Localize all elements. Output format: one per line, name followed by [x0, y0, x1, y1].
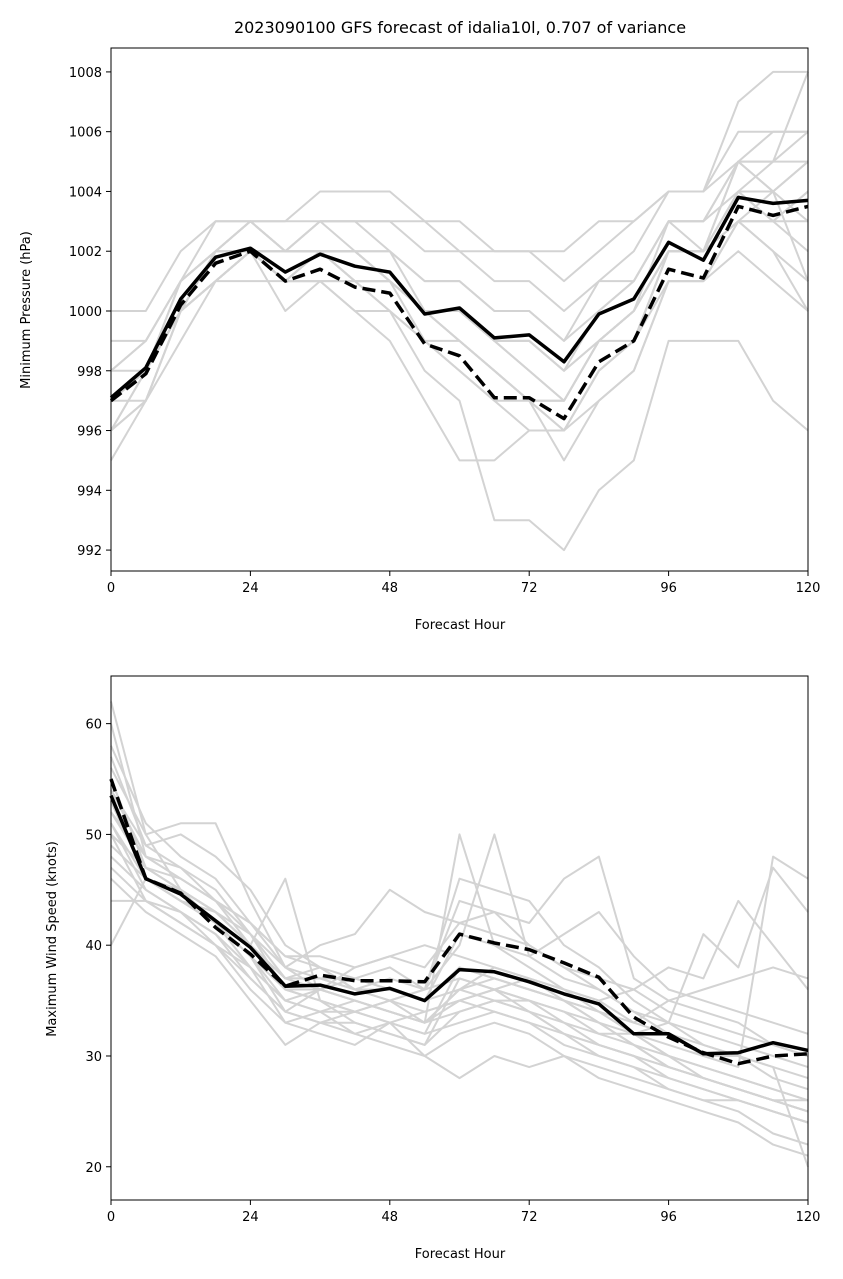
pressure-x-tick-label: 72: [521, 581, 538, 596]
wind-x-tick-label: 24: [242, 1210, 259, 1225]
wind-plot-area: [109, 701, 809, 1168]
wind-y-tick-label: 20: [85, 1161, 102, 1176]
wind-ensemble-member-line: [110, 789, 809, 1057]
chart-title: 2023090100 GFS forecast of idalia10l, 0.…: [234, 18, 686, 37]
pressure-x-tick-label: 48: [382, 581, 399, 596]
wind-ensemble-member-line: [111, 855, 809, 1057]
wind-dashed-mean-line: [109, 778, 809, 1066]
pressure-y-tick-label: 992: [77, 544, 102, 559]
pressure-x-tick-label: 24: [242, 581, 259, 596]
pressure-panel: 2023090100 GFS forecast of idalia10l, 0.…: [19, 18, 820, 633]
pressure-x-tick-label: 96: [660, 581, 677, 596]
wind-x-axis: 0 24 48 72 96 120: [107, 1200, 821, 1225]
wind-ensemble-member-line: [110, 811, 809, 1168]
pressure-x-tick-label: 120: [796, 581, 821, 596]
pressure-x-axis-label: Forecast Hour: [415, 618, 506, 633]
pressure-ensemble-member-line: [111, 70, 808, 312]
wind-axes-frame: [110, 675, 809, 1201]
pressure-dashed-mean-line: [109, 204, 809, 421]
wind-x-axis-label: Forecast Hour: [415, 1247, 506, 1262]
pressure-ensemble-member-line: [111, 160, 809, 372]
wind-ensemble-member-line: [110, 723, 809, 1113]
wind-ensemble-member-line: [110, 855, 809, 1080]
pressure-y-tick-label: 998: [77, 365, 102, 380]
pressure-y-tick-label: 994: [77, 484, 102, 499]
wind-y-tick-label: 30: [85, 1050, 102, 1065]
pressure-y-tick-label: 1002: [69, 245, 102, 260]
wind-ensemble-member-line: [110, 789, 809, 1091]
wind-x-tick-label: 72: [521, 1210, 538, 1225]
pressure-x-tick-label: 0: [107, 581, 115, 596]
wind-ensemble-member-line: [110, 833, 809, 1069]
pressure-y-tick-label: 996: [77, 425, 102, 440]
pressure-y-tick-label: 1008: [69, 66, 102, 81]
wind-x-tick-label: 120: [796, 1210, 821, 1225]
pressure-y-axis-label: Minimum Pressure (hPa): [19, 231, 34, 389]
wind-y-tick-label: 60: [85, 718, 102, 733]
pressure-ensemble-member-line: [110, 220, 809, 402]
pressure-solid-mean-line: [109, 195, 809, 400]
pressure-y-axis: 992 994 996 998 1000 1002 1004 1006 1008: [69, 66, 111, 559]
pressure-y-tick-label: 1004: [69, 185, 102, 200]
wind-ensemble-member-line: [110, 701, 809, 1157]
wind-y-axis: 20 30 40 50 60: [85, 718, 111, 1176]
wind-ensemble-member-line: [110, 778, 809, 1013]
pressure-y-tick-label: 1006: [69, 126, 102, 141]
pressure-plot-area: [109, 70, 809, 552]
wind-y-tick-label: 50: [85, 828, 102, 843]
wind-x-tick-label: 48: [382, 1210, 399, 1225]
wind-x-tick-label: 0: [107, 1210, 115, 1225]
pressure-y-tick-label: 1000: [69, 305, 102, 320]
wind-panel: 0 24 48 72 96 120 20 30 40 50 60 Forecast Hour Ma…: [45, 675, 821, 1262]
wind-ensemble-member-line: [110, 822, 809, 1035]
wind-ensemble-member-line: [110, 833, 809, 1124]
pressure-x-axis: 0 24 48 72 96 120: [107, 571, 821, 596]
pressure-axes-frame: [110, 47, 809, 572]
wind-y-axis-label: Maximum Wind Speed (knots): [45, 841, 60, 1037]
wind-y-tick-label: 40: [85, 939, 102, 954]
wind-x-tick-label: 96: [660, 1210, 677, 1225]
